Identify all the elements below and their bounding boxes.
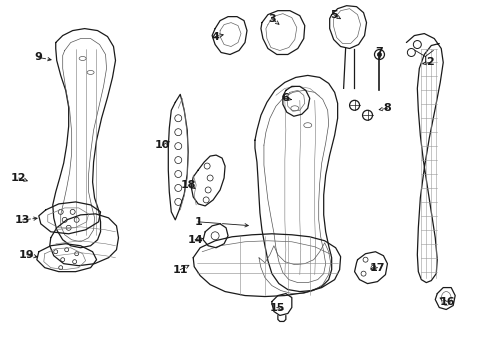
Text: 6: 6 xyxy=(281,93,289,103)
Text: 19: 19 xyxy=(19,250,35,260)
Text: 15: 15 xyxy=(269,302,285,312)
Text: 2: 2 xyxy=(426,58,434,67)
Text: 10: 10 xyxy=(155,140,170,150)
Text: 18: 18 xyxy=(180,180,196,190)
Text: 5: 5 xyxy=(330,10,338,20)
Text: 4: 4 xyxy=(211,32,219,41)
Text: 16: 16 xyxy=(440,297,455,306)
Text: 14: 14 xyxy=(187,235,203,245)
Text: 3: 3 xyxy=(268,14,276,24)
Circle shape xyxy=(377,53,382,57)
Text: 8: 8 xyxy=(384,103,392,113)
Text: 13: 13 xyxy=(15,215,30,225)
Text: 17: 17 xyxy=(370,263,385,273)
Text: 1: 1 xyxy=(195,217,202,227)
Text: 12: 12 xyxy=(11,173,26,183)
Text: 9: 9 xyxy=(35,53,43,63)
Text: 11: 11 xyxy=(172,265,188,275)
Text: 7: 7 xyxy=(376,48,383,58)
